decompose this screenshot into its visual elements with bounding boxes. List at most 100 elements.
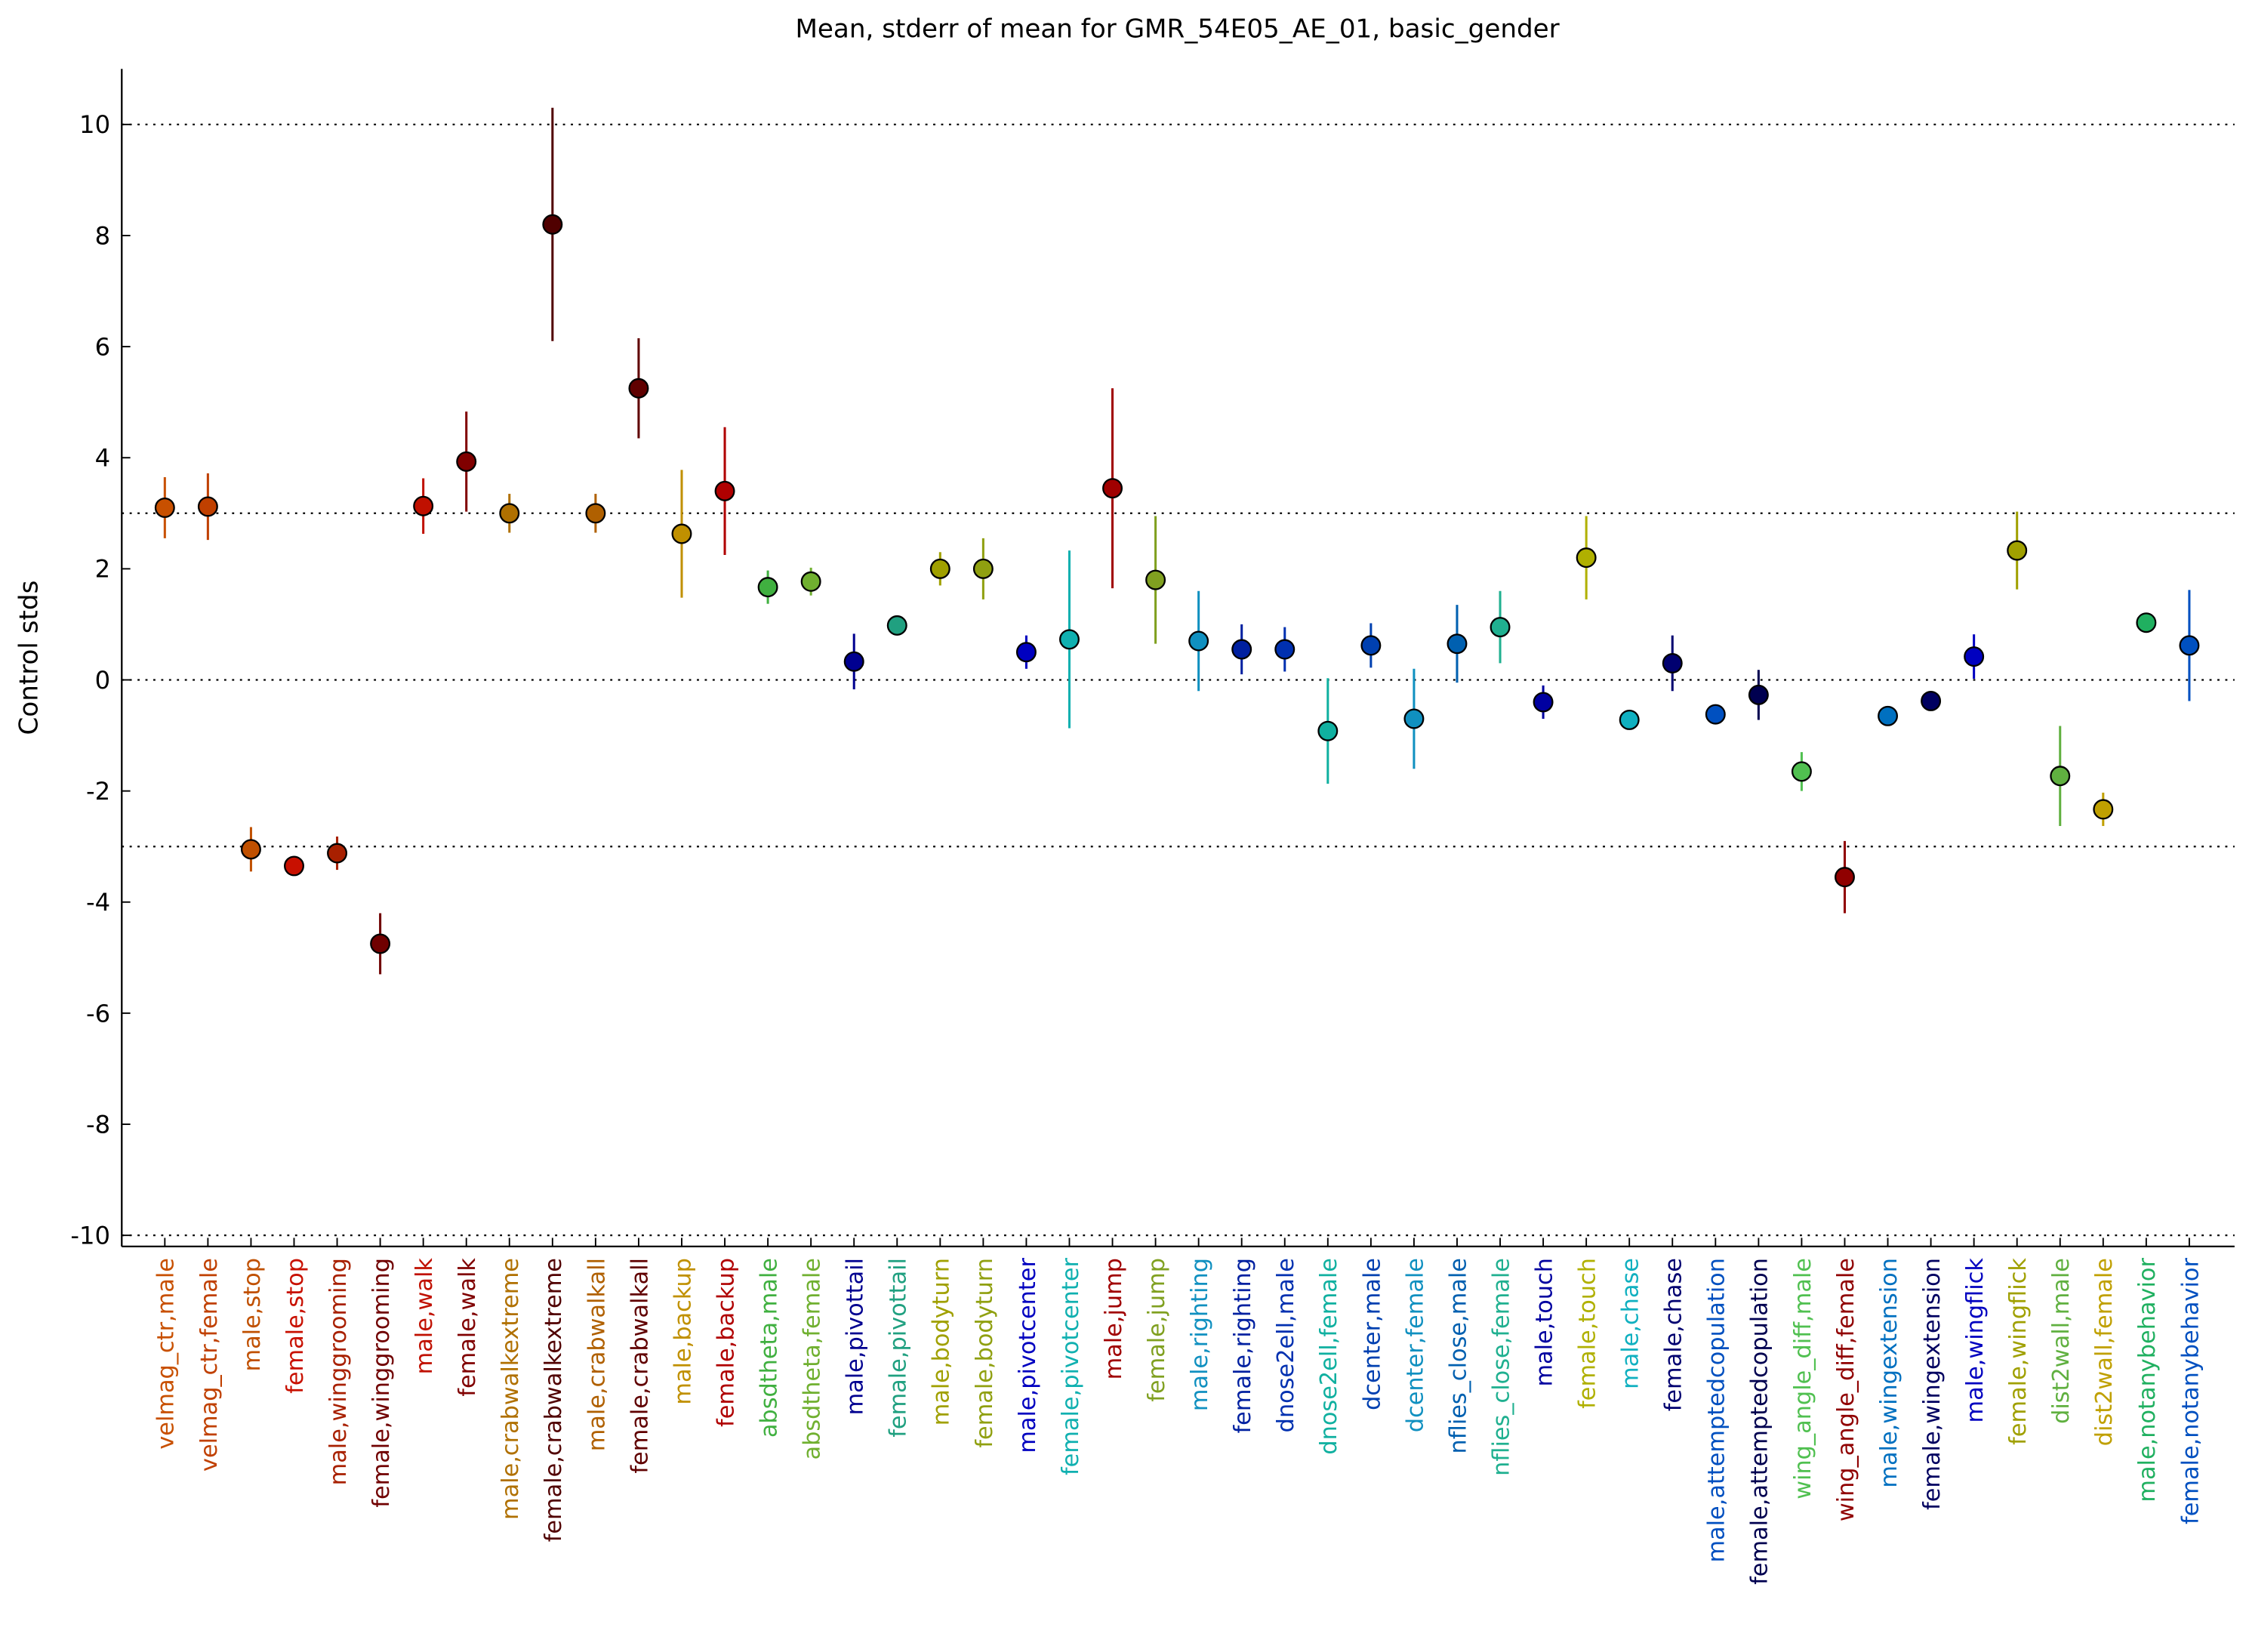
mean-marker: [1490, 617, 1511, 638]
x-tick-label: female,backup: [713, 1258, 739, 1427]
x-tick-label: female,notanybehavior: [2177, 1258, 2204, 1524]
x-tick-label: female,crabwalkextreme: [541, 1258, 567, 1542]
y-tick-label: -6: [86, 999, 110, 1028]
mean-marker: [1662, 652, 1683, 673]
y-tick-label: -2: [86, 777, 110, 806]
x-tick-label: male,wingextension: [1876, 1258, 1902, 1488]
y-tick-label: 6: [95, 332, 111, 361]
mean-marker: [1188, 630, 1209, 652]
x-tick-label: wing_angle_diff,female: [1833, 1258, 1859, 1521]
x-tick-label: dist2wall,male: [2048, 1258, 2075, 1424]
mean-marker: [1059, 629, 1080, 650]
x-tick-label: male,jump: [1101, 1258, 1127, 1379]
x-tick-label: female,bodyturn: [972, 1258, 998, 1448]
x-tick-label: female,righting: [1230, 1258, 1256, 1433]
mean-marker: [1403, 708, 1425, 729]
x-tick-label: absdtheta,female: [800, 1258, 826, 1459]
x-tick-label: female,pivottail: [886, 1258, 912, 1438]
x-tick-label: male,wingflick: [1962, 1258, 1989, 1423]
x-tick-label: male,backup: [670, 1258, 696, 1405]
mean-marker: [456, 451, 477, 472]
mean-marker: [2179, 635, 2200, 656]
y-tick-label: 4: [95, 444, 111, 473]
y-tick-label: 10: [79, 110, 110, 139]
x-tick-label: female,crabwalkall: [627, 1258, 653, 1474]
mean-marker: [585, 503, 606, 524]
x-tick-label: female,stop: [282, 1258, 309, 1394]
x-tick-label: female,wingextension: [1919, 1258, 1946, 1510]
x-tick-label: male,stop: [239, 1258, 266, 1371]
mean-marker: [1921, 690, 1942, 711]
mean-marker: [197, 496, 218, 517]
y-tick-label: 0: [95, 666, 111, 695]
mean-marker: [1360, 635, 1382, 656]
mean-marker: [1231, 639, 1252, 660]
mean-marker: [1705, 704, 1726, 725]
y-tick-label: -8: [86, 1110, 110, 1139]
mean-marker: [240, 839, 261, 860]
y-tick-label: 8: [95, 221, 111, 250]
mean-marker: [628, 378, 649, 399]
x-tick-label: male,crabwalkextreme: [498, 1258, 524, 1520]
x-tick-label: male,chase: [1618, 1258, 1644, 1389]
mean-marker: [1102, 478, 1123, 499]
x-tick-label: dnose2ell,male: [1273, 1258, 1299, 1432]
x-tick-label: male,bodyturn: [929, 1258, 955, 1425]
mean-marker: [370, 933, 391, 954]
mean-marker: [1791, 761, 1812, 782]
mean-marker: [1964, 646, 1985, 667]
x-tick-label: female,jump: [1144, 1258, 1170, 1402]
y-tick-label: -4: [86, 888, 110, 917]
mean-marker: [2093, 799, 2114, 820]
mean-marker: [499, 503, 520, 524]
x-tick-label: male,walk: [411, 1258, 438, 1375]
mean-marker: [1748, 684, 1769, 705]
mean-marker: [284, 855, 304, 877]
x-tick-label: male,touch: [1531, 1258, 1557, 1387]
mean-marker: [1145, 569, 1166, 590]
mean-marker: [929, 558, 950, 579]
y-tick-label: 2: [95, 555, 111, 584]
x-tick-label: dist2wall,female: [2091, 1258, 2118, 1446]
x-tick-label: female,winggrooming: [368, 1258, 395, 1508]
x-tick-label: velmag_ctr,male: [153, 1258, 180, 1450]
mean-marker: [1446, 633, 1468, 655]
x-tick-label: male,righting: [1187, 1258, 1213, 1411]
mean-marker: [671, 523, 692, 544]
x-tick-label: female,touch: [1575, 1258, 1601, 1409]
mean-marker: [413, 495, 434, 516]
x-tick-label: female,pivotcenter: [1058, 1258, 1084, 1476]
mean-marker: [1576, 547, 1597, 569]
mean-marker: [714, 480, 735, 501]
mean-marker: [542, 214, 563, 235]
mean-marker: [2050, 766, 2071, 787]
mean-marker: [1317, 720, 1339, 741]
x-tick-label: male,attemptedcopulation: [1704, 1258, 1730, 1563]
mean-marker: [757, 577, 778, 598]
x-tick-label: female,wingflick: [2005, 1258, 2032, 1445]
x-tick-label: male,notanybehavior: [2134, 1258, 2161, 1503]
x-tick-label: dcenter,female: [1402, 1258, 1428, 1432]
mean-marker: [843, 651, 864, 672]
x-tick-label: nflies_close,female: [1488, 1258, 1514, 1476]
chart-title: Mean, stderr of mean for GMR_54E05_AE_01…: [795, 14, 1560, 45]
x-tick-label: male,pivottail: [843, 1258, 869, 1415]
x-tick-label: female,walk: [454, 1258, 481, 1397]
y-axis-label: Control stds: [14, 581, 44, 735]
mean-marker: [886, 615, 907, 636]
x-tick-label: nflies_close,male: [1445, 1258, 1471, 1453]
mean-marker: [327, 843, 348, 864]
mean-marker: [1015, 642, 1037, 663]
x-tick-label: male,pivotcenter: [1015, 1258, 1041, 1453]
mean-marker: [972, 558, 994, 579]
mean-marker: [2007, 540, 2028, 561]
x-tick-label: female,chase: [1661, 1258, 1687, 1411]
mean-marker: [154, 497, 175, 518]
mean-marker: [2136, 612, 2157, 633]
x-tick-label: absdtheta,male: [756, 1258, 782, 1438]
x-tick-label: female,attemptedcopulation: [1747, 1258, 1773, 1585]
x-tick-label: male,crabwalkall: [584, 1258, 610, 1451]
x-tick-label: wing_angle_diff,male: [1790, 1258, 1816, 1499]
mean-marker: [1835, 867, 1855, 888]
